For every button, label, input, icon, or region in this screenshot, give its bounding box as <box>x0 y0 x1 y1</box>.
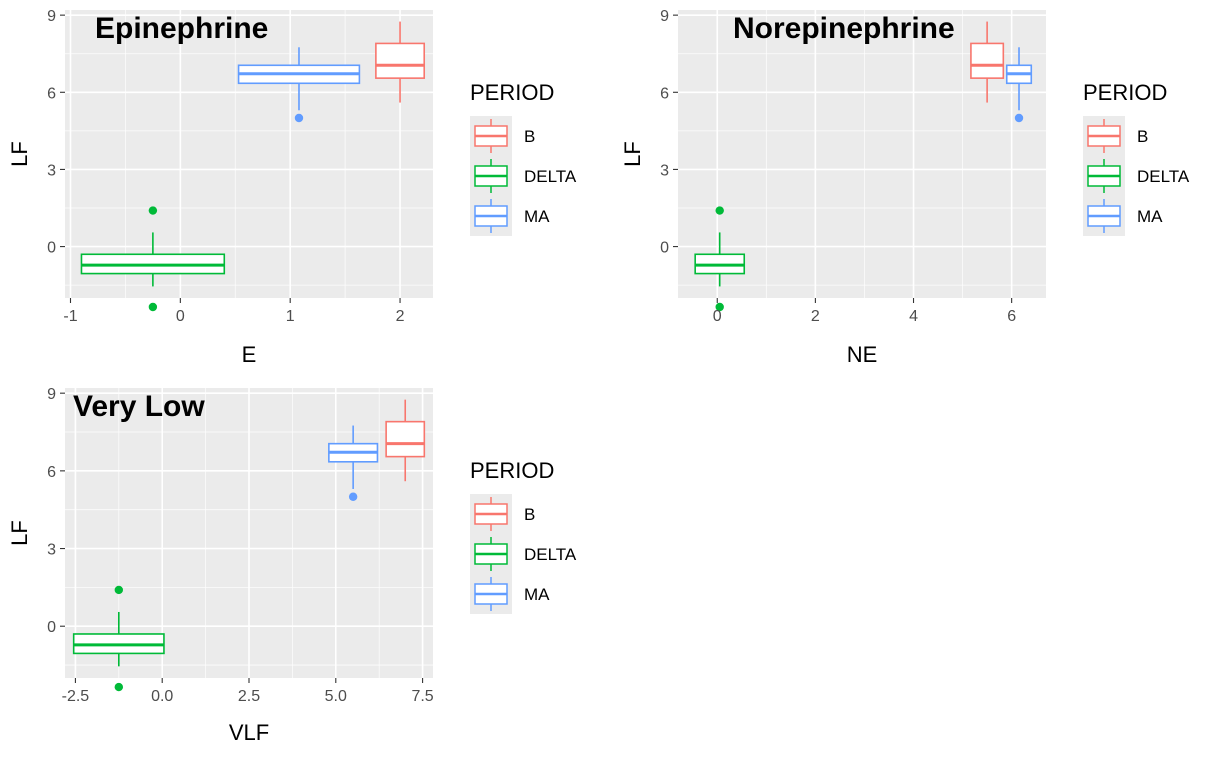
x-tick-label: 7.5 <box>411 688 433 705</box>
legend-label: MA <box>524 585 550 604</box>
legend-label: B <box>524 127 535 146</box>
y-tick-label: 3 <box>47 542 56 559</box>
legend: PERIOD B DELTA MA <box>1083 80 1190 236</box>
legend-item-ma: MA <box>1083 196 1163 236</box>
boxplot-delta <box>694 206 746 312</box>
boxplot-outlier <box>715 302 724 312</box>
boxplot-outlier <box>348 492 358 501</box>
boxplot-outlier <box>148 206 158 215</box>
x-tick-label: 2.5 <box>238 688 260 705</box>
x-tick-label: 0.0 <box>151 688 173 705</box>
legend: PERIOD B DELTA MA <box>470 80 577 236</box>
y-tick-label: 3 <box>47 162 56 179</box>
boxplot-delta <box>72 585 165 692</box>
x-tick-label: -1 <box>63 308 77 325</box>
y-tick-label: 6 <box>660 85 669 102</box>
plot-title: Epinephrine <box>95 12 268 45</box>
y-axis-title: LF <box>7 141 32 167</box>
chart-panel-2: 0 2 4 6 0 3 6 9 NE LF Norepinephrine PERIOD B DELTA MA <box>620 8 1190 367</box>
legend-label: DELTA <box>524 545 577 564</box>
legend-label: B <box>1137 127 1148 146</box>
boxplot-b <box>375 21 426 103</box>
y-tick-label: 9 <box>47 8 56 25</box>
x-axis-title: E <box>242 342 257 367</box>
legend-label: B <box>524 505 535 524</box>
y-tick-label: 6 <box>47 464 56 481</box>
boxplot-box <box>375 42 426 79</box>
y-tick-label: 0 <box>47 619 56 636</box>
y-tick-label: 9 <box>47 386 56 403</box>
legend-item-delta: DELTA <box>470 156 577 196</box>
chart-panel-1: -1 0 1 2 0 3 6 9 E LF Epinephrine PERIOD B DELTA MA <box>7 8 577 367</box>
x-tick-label: 4 <box>909 308 918 325</box>
x-tick-label: 1 <box>286 308 295 325</box>
chart-panel-3: -2.5 0.0 2.5 5.0 7.5 0 3 6 9 VLF LF Very Low PERIOD B… <box>7 386 577 745</box>
boxplot-delta <box>80 206 226 312</box>
x-tick-label: -2.5 <box>62 688 90 705</box>
boxplot-outlier <box>114 682 124 692</box>
legend-item-b: B <box>470 116 535 156</box>
boxplot-ma <box>1005 47 1033 123</box>
boxplot-outlier <box>715 206 724 215</box>
plot-title: Norepinephrine <box>733 12 955 45</box>
boxplot-b <box>970 21 1005 103</box>
legend-item-b: B <box>470 494 535 534</box>
legend: PERIOD B DELTA MA <box>470 458 577 614</box>
legend-item-delta: DELTA <box>470 534 577 574</box>
y-tick-label: 0 <box>47 240 56 257</box>
y-tick-label: 0 <box>660 240 669 257</box>
plot-panel-background <box>65 10 433 298</box>
y-tick-label: 3 <box>660 162 669 179</box>
legend-label: DELTA <box>524 167 577 186</box>
boxplot-outlier <box>294 113 304 123</box>
legend-item-b: B <box>1083 116 1148 156</box>
boxplot-outlier <box>114 585 124 595</box>
boxplot-box <box>970 42 1005 79</box>
x-tick-label: 2 <box>811 308 820 325</box>
y-axis-title: LF <box>620 141 645 167</box>
boxplot-outlier <box>148 302 158 312</box>
x-tick-label: 0 <box>713 308 722 325</box>
y-axis-title: LF <box>7 520 32 546</box>
plot-title: Very Low <box>73 390 205 423</box>
x-tick-label: 2 <box>396 308 405 325</box>
boxplot-ma <box>328 425 379 501</box>
boxplot-b <box>385 399 426 482</box>
legend-label: MA <box>524 207 550 226</box>
boxplot-box <box>385 420 426 458</box>
boxplot-ma <box>237 47 361 123</box>
legend-label: MA <box>1137 207 1163 226</box>
y-tick-label: 9 <box>660 8 669 25</box>
legend-title: PERIOD <box>470 80 554 105</box>
x-tick-label: 6 <box>1007 308 1016 325</box>
x-tick-label: 5.0 <box>325 688 347 705</box>
x-axis-title: NE <box>847 342 878 367</box>
legend-title: PERIOD <box>470 458 554 483</box>
x-axis-title: VLF <box>229 720 269 745</box>
legend-label: DELTA <box>1137 167 1190 186</box>
y-tick-label: 6 <box>47 85 56 102</box>
legend-item-ma: MA <box>470 196 550 236</box>
boxplot-outlier <box>1014 113 1024 123</box>
x-tick-label: 0 <box>176 308 185 325</box>
legend-title: PERIOD <box>1083 80 1167 105</box>
legend-item-ma: MA <box>470 574 550 614</box>
legend-item-delta: DELTA <box>1083 156 1190 196</box>
